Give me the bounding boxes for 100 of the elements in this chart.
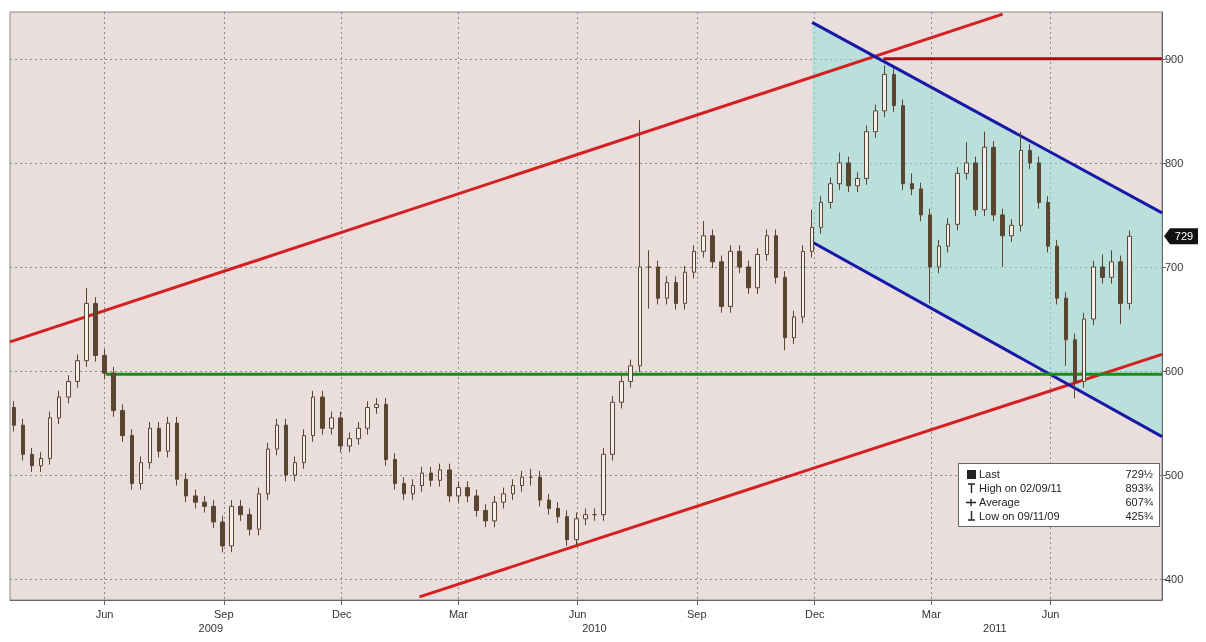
- candlestick: [157, 421, 161, 458]
- candlestick: [792, 310, 796, 345]
- candlestick: [1009, 218, 1014, 243]
- candlestick: [1100, 253, 1105, 285]
- candlestick: [365, 400, 370, 436]
- candlestick: [492, 495, 497, 528]
- candlestick: [538, 470, 542, 507]
- candlestick: [665, 275, 669, 305]
- candlestick: [964, 141, 969, 181]
- y-tick-label: 800: [1165, 156, 1184, 169]
- candlestick: [955, 166, 960, 232]
- candlestick: [302, 428, 306, 470]
- candlestick: [229, 499, 234, 553]
- candlestick: [892, 67, 896, 113]
- candlestick: [783, 270, 787, 351]
- candlestick: [728, 244, 733, 314]
- candlestick: [719, 255, 724, 314]
- candlestick: [1064, 291, 1068, 367]
- annotation: 607¾: [1125, 495, 1153, 509]
- candlestick: [774, 229, 778, 285]
- x-tick-label: Mar: [921, 607, 942, 620]
- candlestick: [1127, 230, 1132, 311]
- candlestick: [910, 172, 914, 196]
- y-tick-label: 500: [1165, 469, 1184, 482]
- candlestick: [583, 507, 588, 526]
- candlestick: [120, 403, 125, 443]
- candlestick: [447, 463, 452, 503]
- candlestick: [93, 296, 98, 363]
- annotation: Average: [979, 495, 1020, 509]
- candlestick: [374, 397, 379, 415]
- candlestick: [765, 229, 769, 262]
- candlestick: [755, 247, 760, 295]
- candlestick: [1000, 208, 1005, 268]
- candlestick: [329, 411, 334, 436]
- candlestick: [1082, 312, 1086, 389]
- candlestick: [619, 374, 624, 410]
- candlestick: [710, 229, 715, 269]
- candlestick: [991, 140, 996, 222]
- candlestick: [574, 512, 579, 547]
- candlestick: [638, 119, 642, 373]
- annotation: 729½: [1125, 467, 1153, 481]
- candlestick: [873, 104, 878, 139]
- candlestick: [511, 478, 515, 501]
- candlestick: [1019, 131, 1023, 233]
- y-tick-label: 400: [1165, 573, 1184, 586]
- candlestick: [220, 515, 225, 553]
- candlestick: [1109, 249, 1114, 285]
- x-tick-label: Jun: [95, 607, 114, 620]
- candlestick: [12, 400, 16, 432]
- text: 729: [1174, 230, 1194, 243]
- candlestick: [855, 171, 860, 193]
- candlestick: [692, 244, 696, 279]
- candlestick: [529, 468, 533, 487]
- candlestick: [819, 195, 823, 235]
- candlestick: [592, 507, 597, 522]
- candlestick: [556, 501, 560, 524]
- candlestick: [674, 275, 678, 311]
- candlestick: [737, 244, 742, 274]
- candlestick: [275, 418, 279, 456]
- candlestick: [628, 359, 633, 389]
- annotation: Last: [979, 467, 1000, 481]
- candlestick: [973, 156, 978, 217]
- candlestick: [293, 455, 297, 482]
- x-tick-label: Dec: [331, 607, 353, 620]
- candlestick: [139, 455, 143, 491]
- candlestick: [211, 499, 216, 529]
- candlestick: [701, 220, 706, 259]
- candlestick: [683, 265, 687, 311]
- candlestick: [84, 287, 89, 368]
- candlestick: [39, 451, 43, 473]
- candlestick: [1037, 156, 1041, 210]
- candlestick: [438, 463, 442, 488]
- candlestick: [501, 487, 506, 509]
- candlestick: [465, 480, 470, 503]
- candlestick: [202, 495, 207, 514]
- candlestick: [1055, 239, 1059, 305]
- annotation: 893¾: [1125, 481, 1153, 495]
- candlestick: [257, 487, 261, 536]
- candlestick: [347, 431, 352, 453]
- candlestick: [882, 64, 887, 118]
- x-tick-label: Dec: [804, 607, 825, 620]
- y-tick-label: 900: [1165, 52, 1184, 65]
- candlestick: [420, 466, 424, 493]
- candlestick: [483, 503, 488, 528]
- candlestick: [864, 124, 869, 186]
- candlestick: [411, 478, 415, 501]
- candlestick: [937, 239, 941, 274]
- candlestick: [384, 397, 388, 467]
- candlestick: [456, 480, 461, 503]
- candlestick: [837, 152, 842, 191]
- candlestick: [746, 260, 751, 295]
- candlestick: [111, 366, 116, 418]
- x-tick-label: Sep: [687, 607, 707, 620]
- candlestick: [982, 131, 987, 217]
- candlestick: [247, 507, 252, 536]
- candlestick: [601, 447, 606, 522]
- candlestick: [166, 416, 170, 458]
- candlestick: [356, 421, 361, 446]
- x2-tick-label: 2010: [582, 621, 607, 634]
- candlestick: [66, 374, 71, 404]
